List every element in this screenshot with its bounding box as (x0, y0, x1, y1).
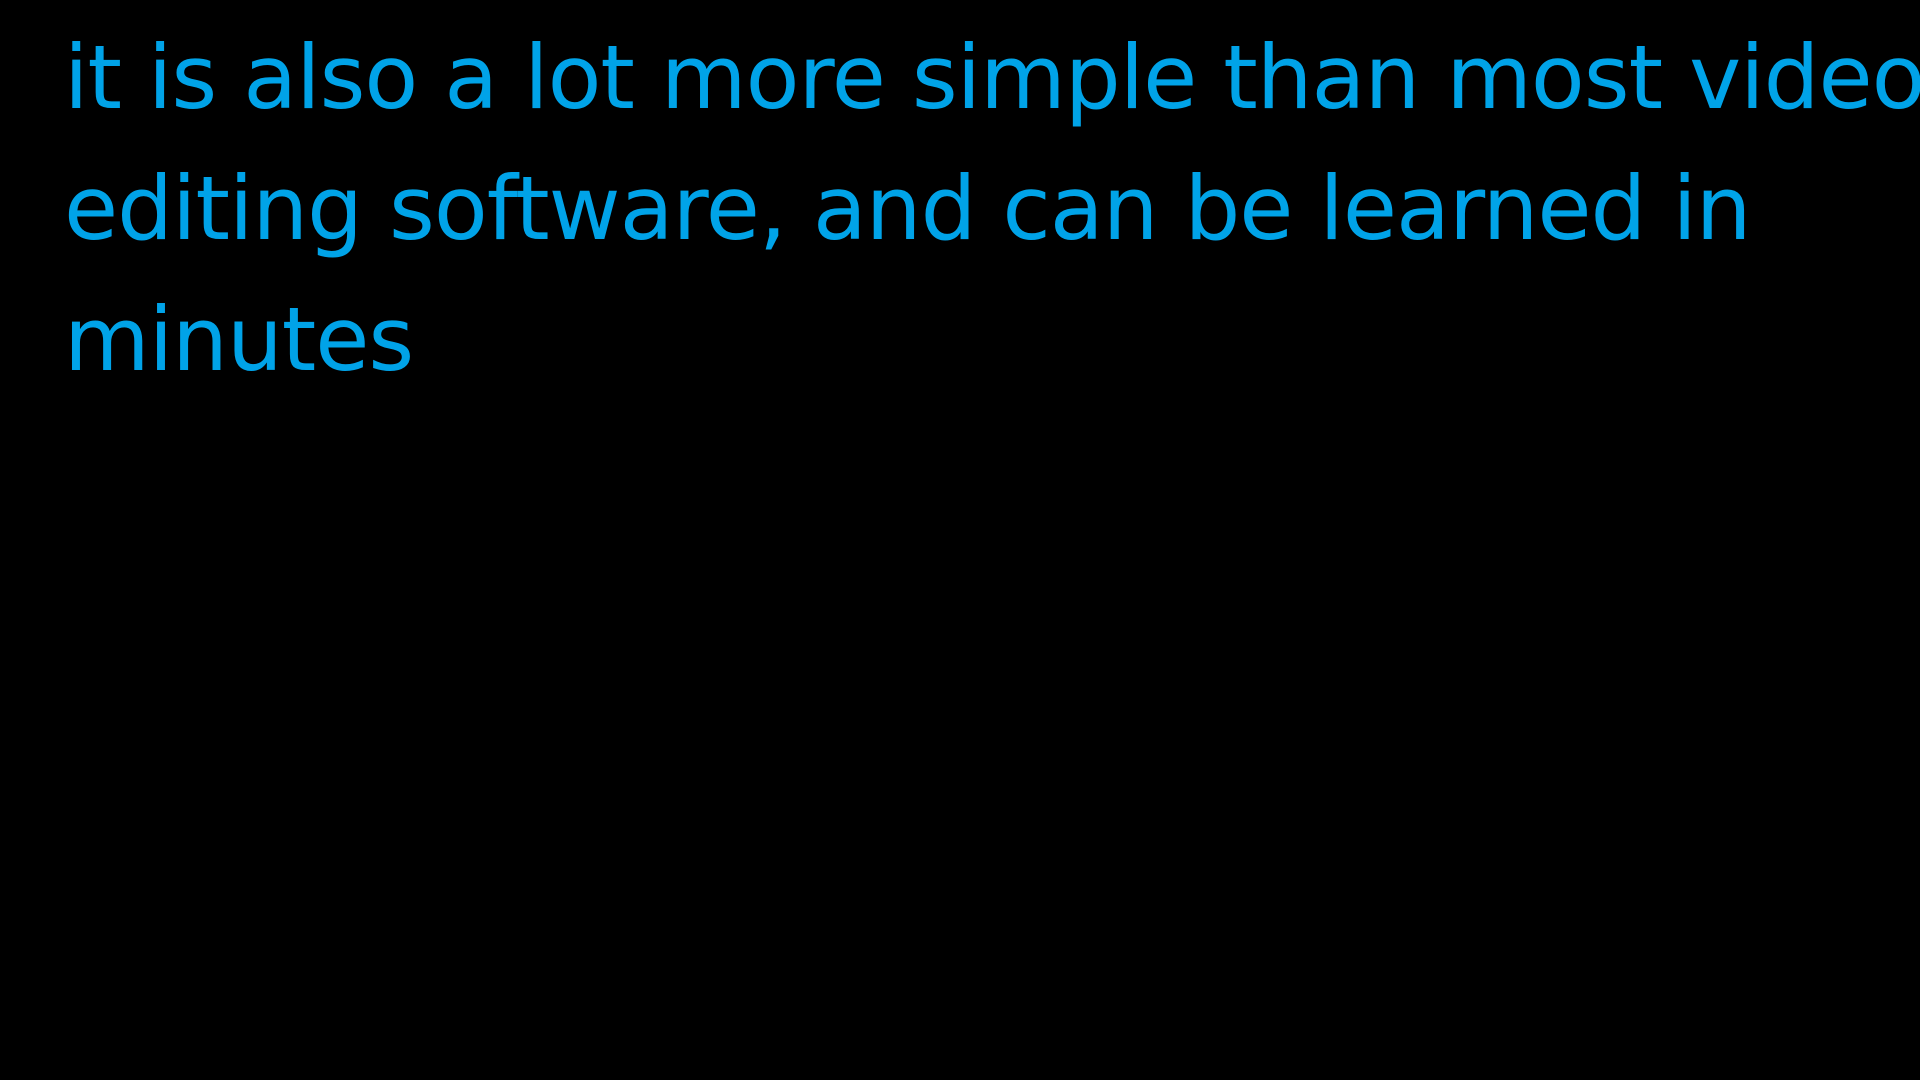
caption-line-3: minutes (64, 288, 414, 391)
caption-line-2: editing software, and can be learned in (64, 157, 1752, 260)
caption-text: it is also a lot more simple than most v… (64, 12, 1920, 405)
caption-line-1: it is also a lot more simple than most v… (64, 26, 1920, 129)
